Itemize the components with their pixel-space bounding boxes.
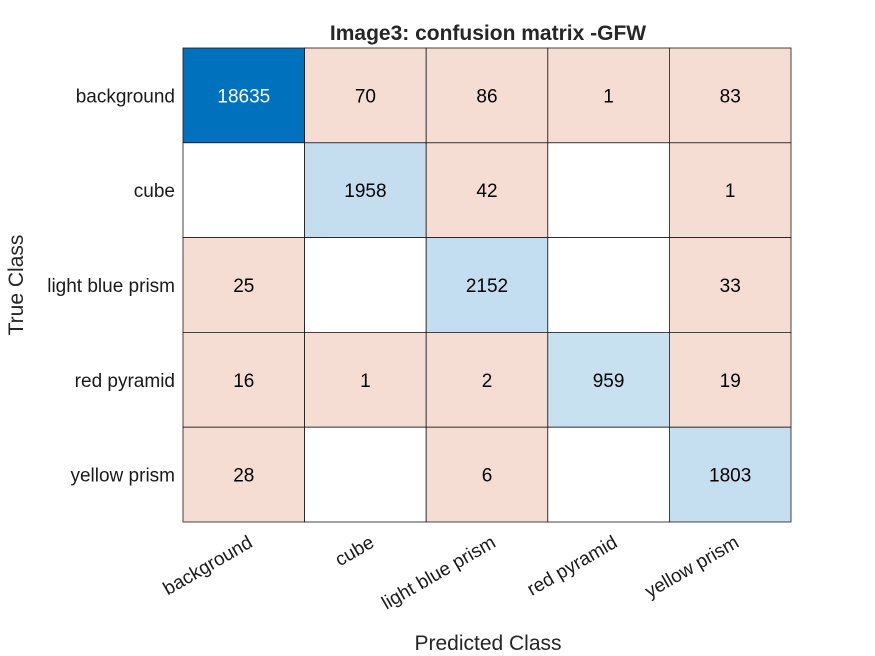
cell-cube-yellow-prism xyxy=(669,142,792,239)
cell-red-pyramid-yellow-prism xyxy=(669,331,792,428)
y-tick-cube: cube xyxy=(134,181,175,202)
cell-red-pyramid-background xyxy=(182,331,305,428)
cell-value-cube-cube: 1958 xyxy=(344,181,386,202)
cell-value-background-light-blue-prism: 86 xyxy=(476,86,497,107)
y-tick-labels: background cube light blue prism red pyrami… xyxy=(47,86,175,486)
cell-value-light-blue-prism-background: 25 xyxy=(233,276,254,297)
cell-yellow-prism-yellow-prism xyxy=(669,426,792,523)
cell-background-light-blue-prism xyxy=(425,47,549,144)
cell-yellow-prism-background xyxy=(182,426,305,523)
cell-cube-cube xyxy=(304,142,427,239)
x-tick-labels: background cube light blue prism red pyrami… xyxy=(160,532,743,614)
cell-value-red-pyramid-red-pyramid: 959 xyxy=(593,371,625,392)
matrix-cells: 18635 70 86 1 83 1958 42 1 25 2152 33 16 1 2 959 19 28 6 1… xyxy=(182,47,792,523)
cell-yellow-prism-red-pyramid xyxy=(547,426,670,523)
cell-light-blue-prism-red-pyramid xyxy=(547,237,670,333)
cell-red-pyramid-red-pyramid xyxy=(547,331,670,428)
y-tick-background: background xyxy=(76,86,175,107)
cell-value-background-background: 18635 xyxy=(217,86,270,107)
x-tick-light-blue-prism: light blue prism xyxy=(378,532,499,614)
x-tick-red-pyramid: red pyramid xyxy=(524,532,621,600)
x-tick-yellow-prism: yellow prism xyxy=(642,532,743,602)
cell-value-red-pyramid-cube: 1 xyxy=(360,371,371,392)
cell-red-pyramid-cube xyxy=(304,331,427,428)
cell-background-background xyxy=(182,47,305,144)
cell-value-red-pyramid-background: 16 xyxy=(233,371,254,392)
cell-value-background-cube: 70 xyxy=(355,86,376,107)
chart-title: Image3: confusion matrix -GFW xyxy=(330,22,646,45)
cell-light-blue-prism-light-blue-prism xyxy=(425,237,549,333)
cell-value-light-blue-prism-yellow-prism: 33 xyxy=(720,276,741,297)
y-tick-red-pyramid: red pyramid xyxy=(75,371,175,392)
cell-background-yellow-prism xyxy=(669,47,792,144)
cell-value-background-yellow-prism: 83 xyxy=(720,86,741,107)
cell-value-cube-yellow-prism: 1 xyxy=(725,181,736,202)
cell-value-light-blue-prism-light-blue-prism: 2152 xyxy=(466,276,508,297)
cell-value-yellow-prism-light-blue-prism: 6 xyxy=(482,466,493,487)
cell-cube-red-pyramid xyxy=(547,142,670,239)
cell-yellow-prism-cube xyxy=(304,426,427,523)
cell-light-blue-prism-yellow-prism xyxy=(669,237,792,333)
y-tick-yellow-prism: yellow prism xyxy=(70,466,175,487)
cell-value-red-pyramid-yellow-prism: 19 xyxy=(720,371,741,392)
cell-value-red-pyramid-light-blue-prism: 2 xyxy=(482,371,493,392)
x-axis-label: Predicted Class xyxy=(414,632,561,655)
cell-cube-background xyxy=(182,142,305,239)
x-tick-cube: cube xyxy=(332,532,378,571)
cell-value-background-red-pyramid: 1 xyxy=(603,86,614,107)
cell-value-cube-light-blue-prism: 42 xyxy=(476,181,497,202)
cell-background-red-pyramid xyxy=(547,47,670,144)
cell-value-yellow-prism-yellow-prism: 1803 xyxy=(709,466,751,487)
y-axis-label: True Class xyxy=(5,235,28,336)
cell-red-pyramid-light-blue-prism xyxy=(425,331,549,428)
y-tick-light-blue-prism: light blue prism xyxy=(47,276,175,297)
cell-background-cube xyxy=(304,47,427,144)
cell-light-blue-prism-cube xyxy=(304,237,427,333)
x-tick-background: background xyxy=(160,532,256,600)
cell-yellow-prism-light-blue-prism xyxy=(425,426,549,523)
cell-value-yellow-prism-background: 28 xyxy=(233,466,254,487)
